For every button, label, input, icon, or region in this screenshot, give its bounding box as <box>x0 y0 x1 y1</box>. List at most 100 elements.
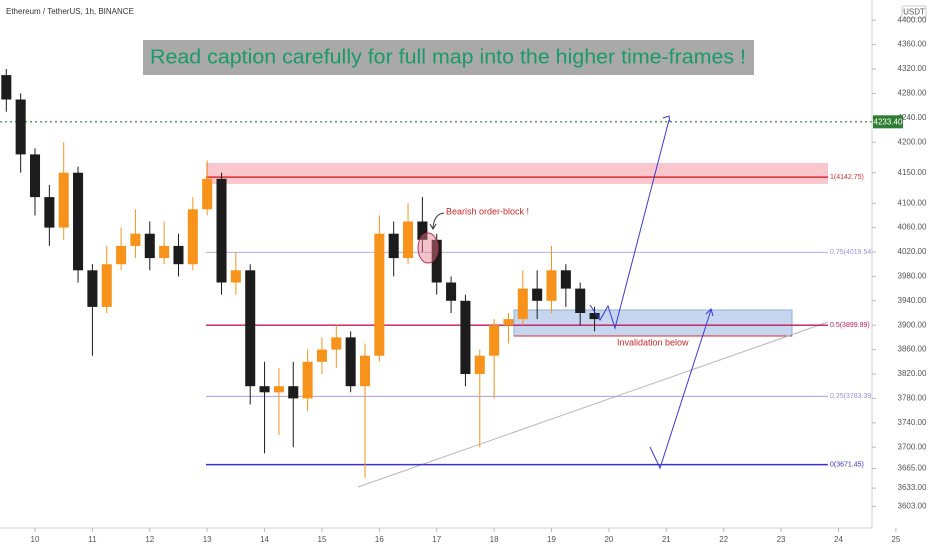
candle-body <box>331 337 342 350</box>
candle-body <box>216 178 227 283</box>
candle-body <box>546 270 557 301</box>
candle-body <box>1 75 12 100</box>
y-tick-label: 4200.00 <box>898 137 927 146</box>
arrow-head <box>662 115 671 123</box>
x-tick-label: 21 <box>662 535 671 544</box>
y-tick-label: 3603.00 <box>898 501 927 510</box>
y-tick-label: 3900.00 <box>898 320 927 329</box>
x-tick-label: 25 <box>891 535 900 544</box>
candle-body <box>101 264 112 307</box>
projection-arrow <box>649 309 712 470</box>
demand-zone <box>513 309 793 337</box>
x-tick-label: 23 <box>777 535 786 544</box>
x-tick-label: 20 <box>604 535 613 544</box>
price-line-badge <box>873 115 903 129</box>
candle-body <box>560 270 571 289</box>
y-tick-label: 3633.00 <box>898 483 927 492</box>
candle-body <box>15 99 26 155</box>
candle-body <box>474 355 485 374</box>
y-tick-label: 4060.00 <box>898 223 927 232</box>
candle-body <box>460 300 471 374</box>
y-tick-label: 4020.00 <box>898 247 927 256</box>
fib-label: 0.75(4019.54) <box>830 249 874 256</box>
x-tick-label: 18 <box>490 535 499 544</box>
candle-body <box>144 233 155 259</box>
candle-body <box>374 233 385 356</box>
candle-body <box>417 221 428 240</box>
pointer-arrow <box>432 212 445 229</box>
chart-title: Read caption carefully for full map into… <box>150 46 746 68</box>
candle-body <box>159 245 170 259</box>
candle-body <box>259 386 270 393</box>
fib-label: 0.5(3899.99) <box>830 322 870 329</box>
plot-layer <box>1 69 600 478</box>
symbol-header: Ethereum / TetherUS, 1h, BINANCE <box>6 7 134 16</box>
candle-body <box>87 270 98 307</box>
y-tick-label: 4240.00 <box>898 113 927 122</box>
y-tick-label: 4100.00 <box>898 198 927 207</box>
y-tick-label: 4320.00 <box>898 64 927 73</box>
y-tick-label: 3820.00 <box>898 369 927 378</box>
fib-label: 0.25(3783.39) <box>830 393 874 400</box>
candle-body <box>359 355 371 387</box>
candle-body <box>73 172 84 271</box>
candle-body <box>130 233 141 246</box>
price-line-label: 4233.40 <box>874 117 903 126</box>
y-tick-label: 3740.00 <box>898 418 927 427</box>
y-tick-label: 4400.00 <box>898 15 927 24</box>
candle-body <box>431 239 442 283</box>
candle-body <box>446 282 457 301</box>
y-tick-label: 3860.00 <box>898 345 927 354</box>
candle-body <box>245 270 256 387</box>
candle-body <box>230 270 241 283</box>
x-tick-label: 13 <box>203 535 212 544</box>
candle-body <box>532 288 543 301</box>
candle-body <box>316 349 327 362</box>
y-tick-label: 4150.00 <box>898 168 927 177</box>
order-block-label: Bearish order-block ! <box>446 206 529 216</box>
annotation-layer: Bearish order-block ! Invalidation below… <box>6 7 874 470</box>
x-tick-label: 11 <box>88 535 97 544</box>
y-tick-label: 3780.00 <box>898 394 927 403</box>
candle-body <box>345 337 356 387</box>
y-tick-label: 4360.00 <box>898 40 927 49</box>
x-tick-label: 12 <box>145 535 154 544</box>
candle-body <box>388 233 399 259</box>
x-tick-label: 19 <box>547 535 556 544</box>
order-block-marker <box>417 232 439 264</box>
candle-body <box>202 178 213 210</box>
candle-body <box>575 288 586 313</box>
x-tick-label: 15 <box>318 535 327 544</box>
y-tick-label: 3980.00 <box>898 272 927 281</box>
candle-body <box>302 361 313 399</box>
price-axis-bg <box>872 0 932 550</box>
candle-body <box>288 386 299 399</box>
arrow-head <box>705 308 714 317</box>
y-tick-label: 3940.00 <box>898 296 927 305</box>
candle-body <box>29 154 41 198</box>
x-tick-label: 16 <box>375 535 384 544</box>
candle-body <box>517 288 528 320</box>
y-tick-label: 4280.00 <box>898 89 927 98</box>
projection-arrow <box>589 119 670 330</box>
candle-body <box>589 313 600 320</box>
candle-body <box>116 245 127 265</box>
title-banner <box>143 40 754 75</box>
invalidation-label: Invalidation below <box>617 337 689 347</box>
x-tick-label: 22 <box>719 535 728 544</box>
arrow-head <box>429 223 437 230</box>
candle-body <box>173 245 184 265</box>
y-tick-label: 3665.00 <box>898 464 927 473</box>
currency-badge <box>901 5 927 19</box>
supply-zone <box>206 163 828 184</box>
fib-label: 1(4142.75) <box>830 174 864 181</box>
candle-body <box>489 325 500 356</box>
candle-body <box>273 386 284 393</box>
candle-body <box>403 221 414 259</box>
x-tick-label: 10 <box>31 535 40 544</box>
candle-body <box>44 197 55 228</box>
x-tick-label: 17 <box>432 535 441 544</box>
trend-line <box>357 321 829 488</box>
